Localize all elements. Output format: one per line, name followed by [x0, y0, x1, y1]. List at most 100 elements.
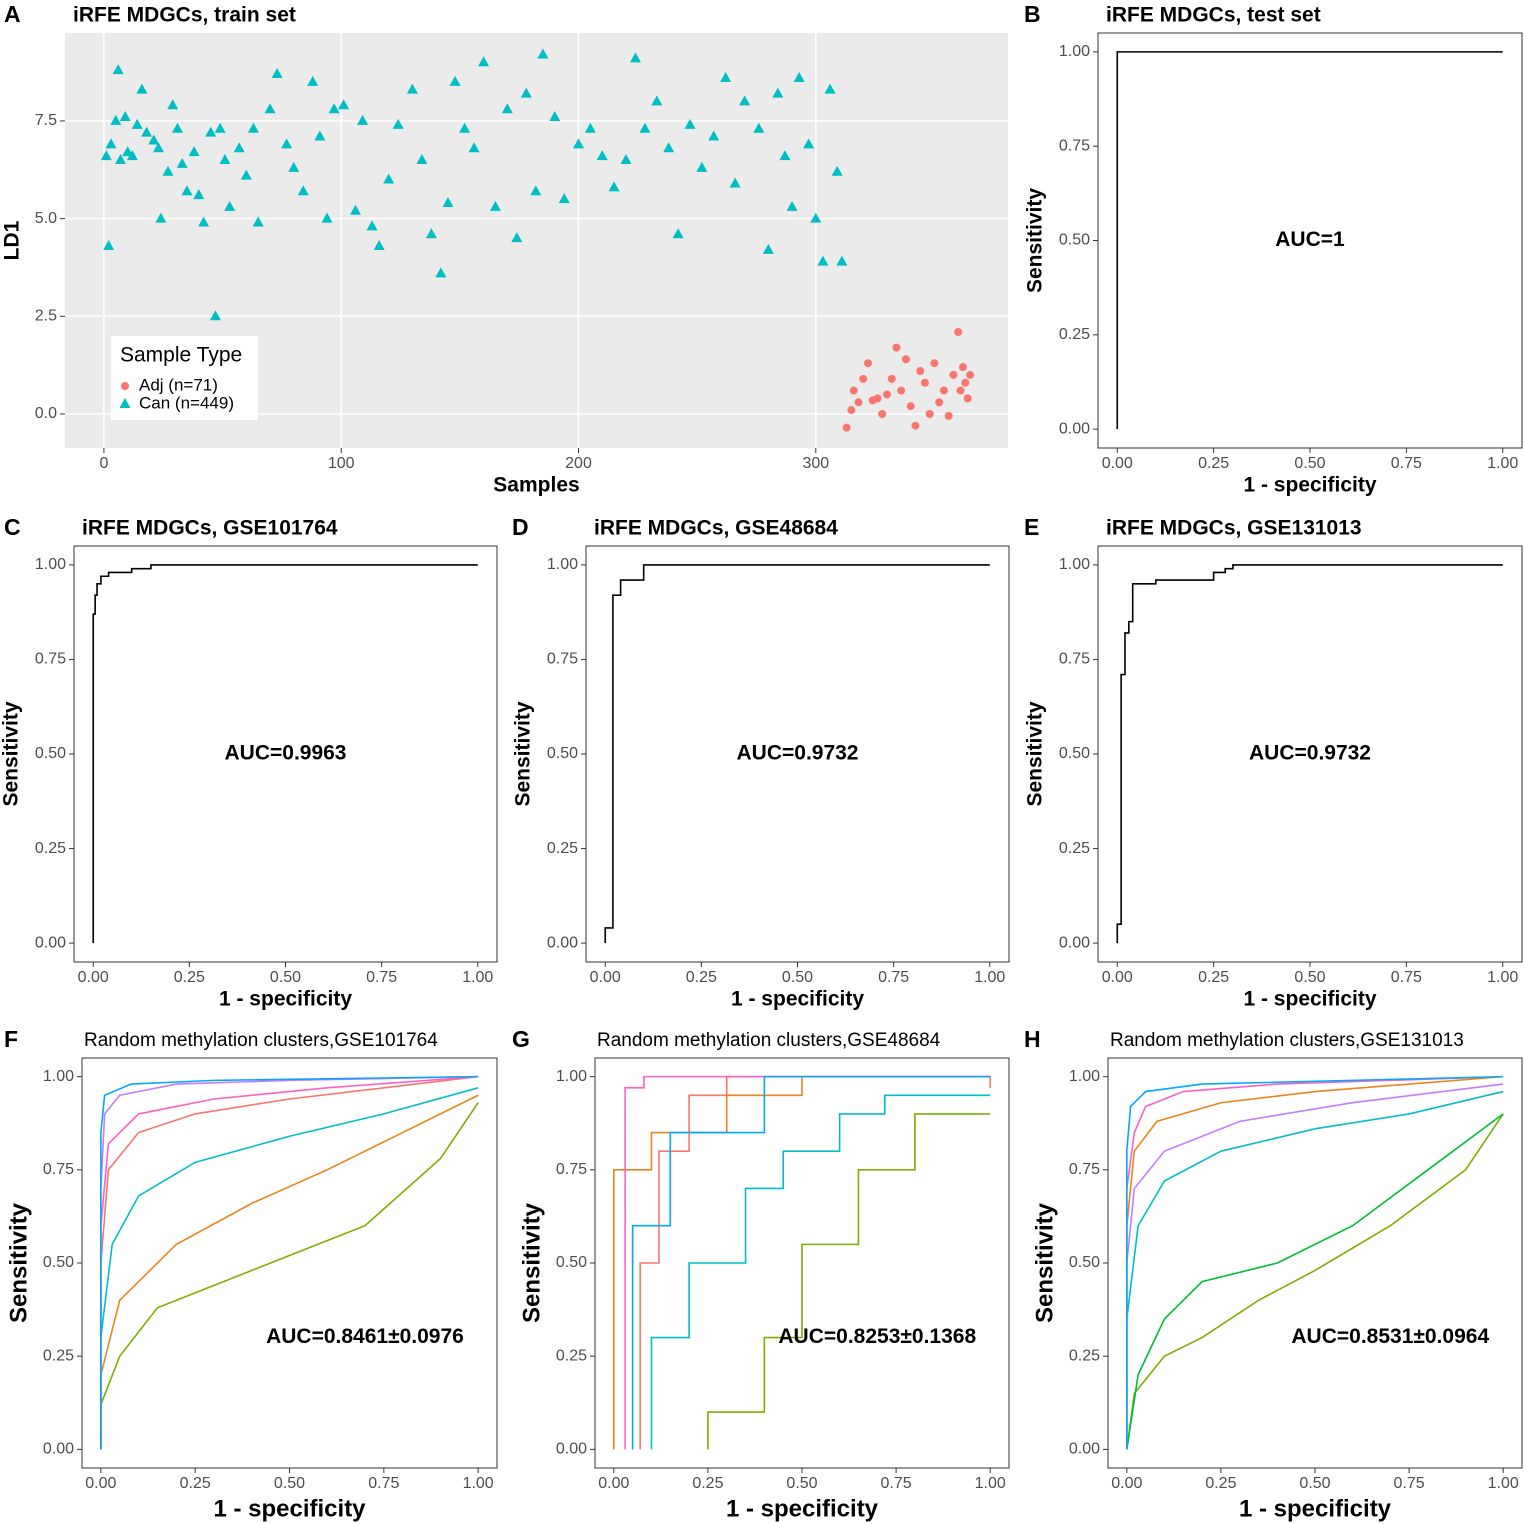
x-tick-label: 0.00	[85, 1475, 116, 1492]
point	[281, 138, 293, 149]
roc-curve	[1126, 1075, 1504, 1450]
x-axis-label: 1 - specificity	[213, 1495, 366, 1522]
point	[887, 374, 896, 383]
panel-letter: F	[4, 1026, 18, 1052]
point	[537, 48, 549, 59]
y-tick-label: 0.00	[43, 1441, 74, 1458]
point	[112, 64, 124, 75]
point	[873, 394, 882, 403]
y-axis-label: Sensitivity	[1031, 1202, 1058, 1323]
x-tick-label: 1.00	[463, 1475, 494, 1492]
panel-letter: B	[1024, 1, 1041, 27]
point	[803, 138, 815, 149]
point	[357, 114, 369, 125]
roc-curve	[100, 1075, 479, 1450]
point	[425, 228, 437, 239]
point	[708, 130, 720, 141]
point	[264, 103, 276, 114]
y-tick-label: 0.75	[1059, 137, 1090, 154]
point	[720, 71, 732, 82]
point	[897, 386, 906, 395]
y-axis-label: Sensitivity	[1024, 188, 1047, 293]
point	[115, 154, 127, 165]
x-tick-label: 1.00	[1487, 455, 1518, 472]
x-tick-label: 100	[328, 455, 355, 472]
point	[925, 410, 934, 419]
point	[501, 103, 513, 114]
point	[842, 423, 851, 432]
point	[772, 87, 784, 98]
point	[193, 189, 205, 200]
point	[944, 411, 953, 420]
annotation: AUC=0.9963	[225, 742, 347, 765]
x-tick-label: 0.75	[1391, 455, 1422, 472]
roc-curve	[100, 1075, 479, 1450]
x-tick-label: 0.25	[1205, 1475, 1236, 1492]
point	[949, 370, 958, 379]
point	[779, 150, 791, 161]
y-tick-label: 0.75	[43, 1161, 74, 1178]
x-tick-label: 0.00	[590, 969, 621, 986]
y-tick-label: 0.25	[547, 840, 578, 857]
point	[314, 130, 326, 141]
point	[966, 370, 975, 379]
annotation: AUC=0.8253±0.1368	[778, 1325, 976, 1348]
point	[863, 359, 872, 368]
roc-curve	[604, 564, 990, 944]
point	[963, 394, 972, 403]
point	[442, 196, 454, 207]
y-tick-label: 0.75	[1059, 651, 1090, 668]
legend-marker	[121, 382, 129, 390]
point	[406, 83, 418, 94]
plot-border	[1097, 32, 1523, 449]
point	[349, 204, 361, 215]
point	[449, 75, 461, 86]
panel-title: iRFE MDGCs, train set	[73, 4, 296, 27]
y-tick-label: 0.75	[1069, 1161, 1100, 1178]
point	[847, 406, 856, 415]
point	[205, 126, 217, 137]
point	[373, 239, 385, 250]
point	[596, 150, 608, 161]
x-tick-label: 0.00	[1111, 1475, 1142, 1492]
y-tick-label: 1.00	[1059, 556, 1090, 573]
point	[328, 103, 340, 114]
point	[824, 83, 836, 94]
y-tick-label: 0.25	[556, 1347, 587, 1364]
y-tick-label: 0.50	[547, 745, 578, 762]
y-tick-label: 5.0	[35, 210, 57, 227]
plot-border	[585, 545, 1010, 963]
point	[530, 185, 542, 196]
plot-border	[73, 545, 498, 963]
y-tick-label: 2.5	[35, 308, 57, 325]
roc-curve	[1126, 1075, 1504, 1450]
point	[739, 95, 751, 106]
y-tick-label: 7.5	[35, 112, 57, 129]
point	[920, 378, 929, 387]
y-tick-label: 0.0	[35, 405, 57, 422]
roc-curve	[1126, 1083, 1504, 1450]
y-tick-label: 1.00	[547, 556, 578, 573]
roc-curve	[1126, 1113, 1504, 1450]
point	[729, 177, 741, 188]
y-tick-label: 0.00	[1059, 934, 1090, 951]
point	[831, 165, 843, 176]
roc-curve	[92, 564, 478, 944]
point	[584, 122, 596, 133]
point	[105, 138, 117, 149]
x-axis-label: Samples	[493, 474, 579, 497]
y-tick-label: 0.25	[1059, 326, 1090, 343]
point	[793, 71, 805, 82]
point	[810, 212, 822, 223]
roc-curve	[707, 1113, 991, 1450]
point	[181, 185, 193, 196]
x-axis-label: 1 - specificity	[1243, 474, 1376, 497]
point	[930, 359, 939, 368]
annotation: AUC=0.8531±0.0964	[1291, 1325, 1489, 1348]
roc-curve	[1116, 51, 1503, 430]
panel-title: iRFE MDGCs, GSE131013	[1106, 517, 1362, 540]
point	[307, 75, 319, 86]
legend-title: Sample Type	[120, 344, 242, 367]
x-tick-label: 0.75	[368, 1475, 399, 1492]
